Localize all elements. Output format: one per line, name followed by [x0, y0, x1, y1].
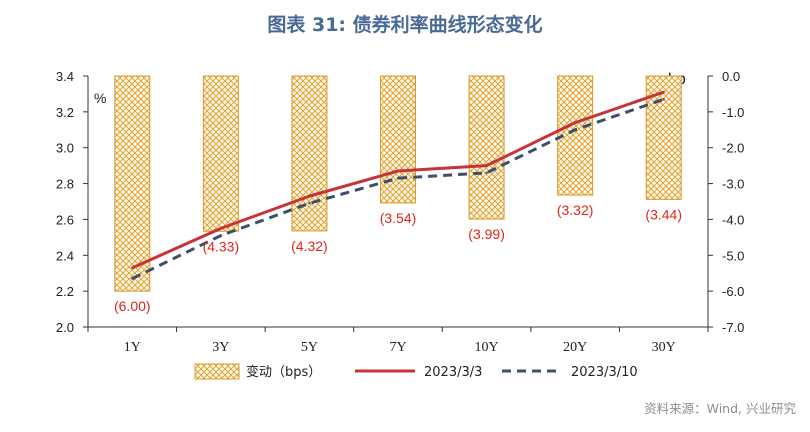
left-tick-label: 3.2 [56, 105, 74, 120]
bars [114, 75, 682, 292]
series-point [396, 169, 400, 173]
x-tick-label: 5Y [301, 340, 318, 355]
bar-data-label: (4.32) [291, 238, 328, 254]
series-point [396, 176, 400, 180]
left-tick-label: 2.8 [56, 177, 74, 192]
right-tick-label: -4.0 [722, 212, 744, 227]
legend: 变动（bps） 2023/3/3 2023/3/10 [194, 363, 638, 380]
bar [645, 75, 682, 200]
legend-label-bars: 变动（bps） [246, 364, 321, 380]
bar [114, 75, 151, 292]
left-axis-unit: % [94, 90, 106, 106]
right-tick-label: -2.0 [722, 141, 744, 156]
series-point [219, 227, 223, 230]
legend-label-line-current: 2023/3/3 [424, 365, 482, 380]
right-tick-label: -6.0 [722, 284, 744, 299]
data-labels: (6.00) (4.33) (4.32) (3.54) (3.99) (3.32) (3.4… [114, 202, 682, 314]
series-point [662, 98, 665, 101]
series-point [308, 202, 311, 205]
left-tick-label: 2.4 [56, 248, 74, 263]
left-tick-label: 2.2 [56, 284, 74, 299]
x-tick-label: 30Y [652, 340, 676, 355]
source-note: 资料来源：Wind, 兴业研究 [644, 401, 796, 416]
axes: 2.0 2.2 2.4 2.6 2.8 3.0 3.2 3.4 -7.0 -6.0 -5.0 -4.0… [56, 69, 744, 355]
legend-label-line-prev: 2023/3/10 [571, 365, 638, 380]
left-tick-label: 3.4 [56, 69, 74, 84]
left-tick-label: 2.0 [56, 320, 74, 335]
series-point [573, 121, 577, 124]
bar [557, 75, 594, 196]
bar [202, 75, 239, 232]
series-point [131, 277, 134, 280]
bar [380, 75, 416, 204]
lines [131, 90, 665, 280]
right-tick-label: -1.0 [722, 105, 744, 120]
legend-swatch-bars [194, 363, 240, 380]
series-point [573, 128, 577, 131]
bar-data-label: (4.33) [203, 238, 240, 254]
bar-data-label: (3.32) [557, 202, 594, 218]
chart-title: 图表 31: 债券利率曲线形态变化 [267, 14, 543, 36]
right-tick-label: -5.0 [722, 248, 744, 263]
series-point [485, 164, 488, 167]
series-point [308, 194, 311, 198]
left-tick-label: 2.6 [56, 212, 74, 227]
right-tick-label: -7.0 [722, 320, 744, 335]
right-tick-label: -3.0 [722, 177, 744, 192]
series-point [131, 266, 134, 270]
x-tick-label: 20Y [563, 340, 587, 355]
x-tick-label: 1Y [124, 340, 141, 355]
bar-data-label: (3.99) [468, 226, 505, 242]
x-tick-label: 7Y [389, 340, 406, 355]
left-tick-label: 3.0 [56, 141, 74, 156]
bar [291, 75, 328, 232]
bar [468, 75, 505, 220]
bar-data-label: (3.44) [645, 206, 682, 222]
x-tick-label: 10Y [475, 340, 499, 355]
bar-data-label: (3.54) [380, 210, 417, 226]
series-point [485, 171, 488, 175]
x-tick-label: 3Y [212, 340, 229, 355]
series-point [662, 90, 665, 94]
bar-data-label: (6.00) [114, 298, 151, 314]
series-point [219, 234, 223, 237]
right-tick-label: 0.0 [722, 69, 740, 84]
